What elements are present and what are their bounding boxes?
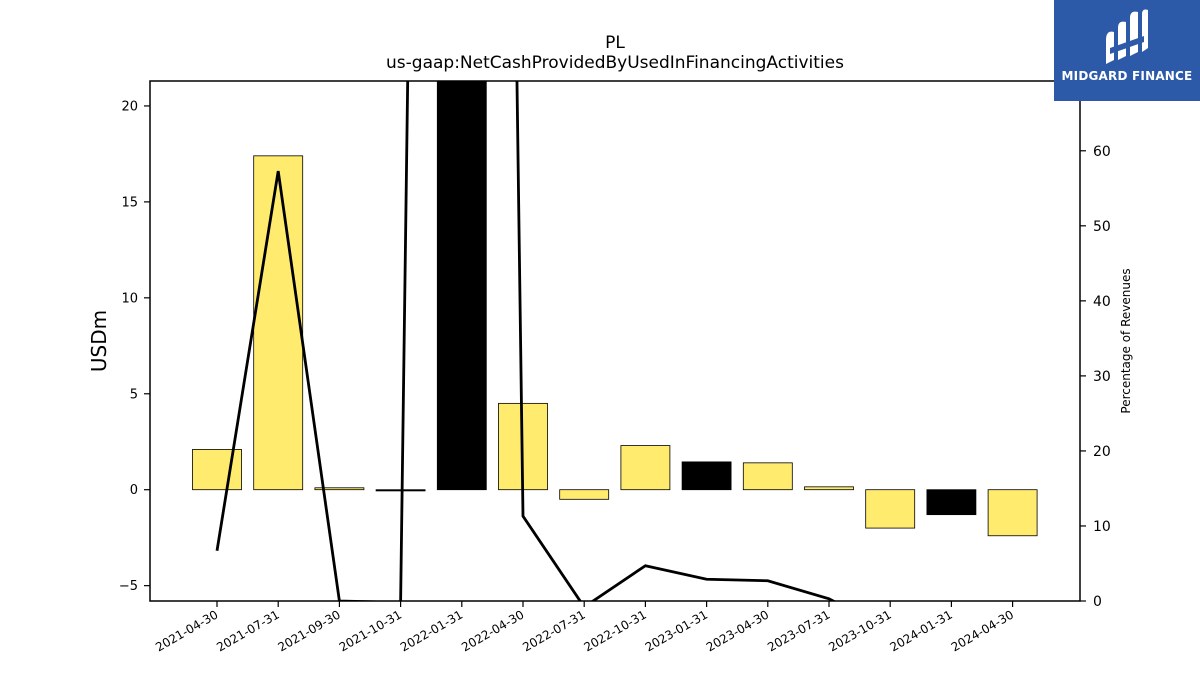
x-axis: 2021-04-302021-07-312021-09-302021-10-31… — [153, 601, 1016, 654]
y-axis-left: −5 0 5 10 15 20 — [119, 99, 150, 594]
logo-mark-icon — [1106, 9, 1148, 64]
bar-2023-01-31 — [681, 461, 732, 491]
x-tick-label: 2022-10-31 — [581, 607, 648, 654]
y2-tick-label: 10 — [1093, 519, 1111, 535]
bar-2022-10-31 — [620, 445, 671, 491]
bar-2023-10-31 — [865, 489, 916, 529]
bar-2021-07-31 — [253, 155, 304, 491]
bar-2021-09-30 — [314, 487, 365, 491]
bar-group — [192, 81, 1038, 537]
x-tick-label: 2023-07-31 — [765, 607, 832, 654]
logo-text: MIDGARD FINANCE — [1061, 69, 1193, 83]
bar-2022-01-31 — [436, 81, 487, 491]
bar-2024-01-31 — [926, 489, 977, 516]
x-tick-label: 2022-07-31 — [520, 607, 587, 654]
percentage-line — [215, 81, 837, 601]
bar-2023-07-31 — [804, 486, 854, 491]
y2-axis-label: Percentage of Revenues — [1119, 268, 1133, 413]
bar-2024-04-30 — [987, 489, 1038, 537]
y-tick-label: 15 — [121, 195, 138, 210]
y-tick-label: 10 — [121, 291, 138, 306]
chart-subtitle: us-gaap:NetCashProvidedByUsedInFinancing… — [386, 53, 844, 73]
bar-2022-07-31 — [559, 489, 610, 500]
y-tick-label: 20 — [121, 99, 138, 114]
plot-frame — [149, 80, 1081, 602]
y-tick-label: −5 — [119, 579, 138, 594]
bar-2023-04-30 — [742, 462, 793, 491]
x-tick-label: 2023-01-31 — [643, 607, 710, 654]
y-axis-label: USDm — [87, 310, 111, 372]
y-axis-right: 0 10 20 30 40 50 60 — [1080, 144, 1111, 610]
y2-tick-label: 60 — [1093, 144, 1111, 160]
y2-tick-label: 0 — [1093, 594, 1102, 610]
y2-tick-label: 40 — [1093, 294, 1111, 310]
y-tick-label: 5 — [130, 387, 138, 402]
y2-tick-label: 30 — [1093, 369, 1111, 385]
x-tick-label: 2022-01-31 — [398, 607, 465, 654]
chart-title: PL — [605, 33, 625, 53]
y2-tick-label: 20 — [1093, 444, 1111, 460]
x-tick-label: 2021-10-31 — [337, 607, 404, 654]
x-tick-label: 2024-04-30 — [949, 607, 1016, 654]
y-tick-label: 0 — [130, 483, 138, 498]
bar-2021-04-30 — [192, 449, 242, 491]
x-tick-label: 2023-10-31 — [826, 607, 893, 654]
y2-tick-label: 50 — [1093, 219, 1111, 235]
x-tick-label: 2023-04-30 — [704, 607, 771, 654]
x-tick-label: 2021-07-31 — [214, 607, 281, 654]
x-tick-label: 2022-04-30 — [459, 607, 526, 654]
bar-2021-10-31 — [375, 489, 426, 492]
x-tick-label: 2021-09-30 — [275, 607, 342, 654]
x-tick-label: 2024-01-31 — [887, 607, 954, 654]
midgard-finance-logo: MIDGARD FINANCE — [1054, 0, 1200, 101]
line-group — [215, 81, 837, 601]
x-tick-label: 2021-04-30 — [153, 607, 220, 654]
